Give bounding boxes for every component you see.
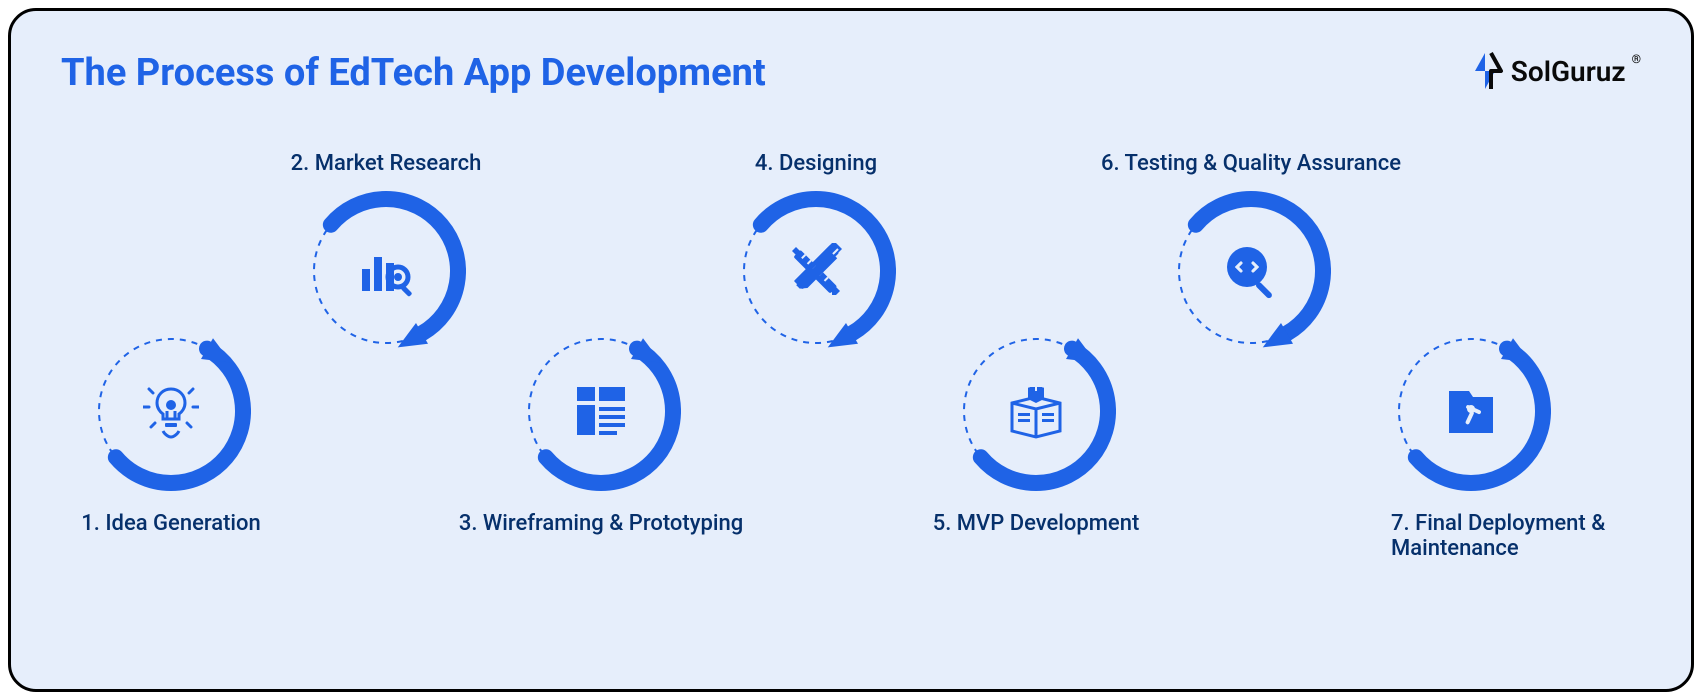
process-step-4: 4. Designing xyxy=(736,191,896,351)
header-row: The Process of EdTech App Development So… xyxy=(61,51,1641,95)
step-label: 2. Market Research xyxy=(291,151,482,176)
process-step-2: 2. Market Research xyxy=(306,191,466,351)
step-label: 4. Designing xyxy=(755,151,877,176)
process-step-5: 5. MVP Development xyxy=(956,331,1116,491)
wireframe-icon xyxy=(569,379,633,443)
process-step-6: 6. Testing & Quality Assurance xyxy=(1171,191,1331,351)
logo-text: SolGuruz xyxy=(1511,55,1626,88)
infographic-card: The Process of EdTech App Development So… xyxy=(8,8,1694,692)
deploy-icon xyxy=(1439,379,1503,443)
step-label: 7. Final Deployment & Maintenance xyxy=(1391,511,1671,561)
logo-registered: ® xyxy=(1632,52,1641,66)
step-label: 1. Idea Generation xyxy=(81,511,261,536)
step-label: 6. Testing & Quality Assurance xyxy=(1101,151,1401,176)
testing-icon xyxy=(1219,239,1283,303)
mvp-icon xyxy=(1004,379,1068,443)
design-icon xyxy=(784,239,848,303)
process-step-3: 3. Wireframing & Prototyping xyxy=(521,331,681,491)
idea-icon xyxy=(139,379,203,443)
process-step-7: 7. Final Deployment & Maintenance xyxy=(1391,331,1551,491)
steps-container: 1. Idea Generation 2. Market Research 3. W… xyxy=(61,131,1641,659)
brand-logo: SolGuruz ® xyxy=(1471,51,1641,91)
process-step-1: 1. Idea Generation xyxy=(91,331,251,491)
page-title: The Process of EdTech App Development xyxy=(61,51,766,95)
research-icon xyxy=(354,239,418,303)
step-label: 5. MVP Development xyxy=(933,511,1140,536)
logo-icon xyxy=(1471,51,1505,91)
step-label: 3. Wireframing & Prototyping xyxy=(459,511,743,536)
